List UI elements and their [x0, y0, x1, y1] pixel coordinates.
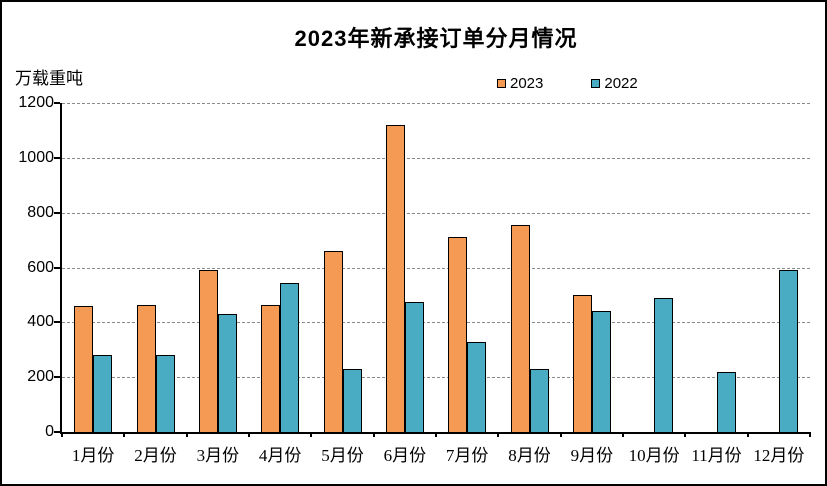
gridline-200: [62, 377, 810, 379]
x-axis-label-10月份: 10月份: [628, 446, 680, 465]
x-axis-label-11月份: 11月份: [691, 446, 742, 465]
y-axis-tick-1000: [54, 156, 60, 159]
x-axis-tick-0: [61, 432, 63, 437]
gridline-400: [62, 322, 810, 324]
gridline-600: [62, 267, 810, 269]
x-axis-tick-7: [497, 432, 500, 437]
y-axis-label-1200: 1200: [18, 94, 54, 111]
bar-2022-1月份: [93, 355, 113, 432]
x-axis-tick-10: [684, 432, 687, 437]
x-axis-tick-1: [123, 432, 126, 437]
x-axis-tick-12: [809, 432, 811, 437]
x-axis-tick-3: [248, 432, 250, 437]
y-axis-tick-600: [54, 266, 60, 269]
x-axis-label-7月份: 7月份: [445, 446, 489, 465]
legend-swatch-2022: [591, 79, 601, 88]
x-axis-label-12月份: 12月份: [753, 446, 805, 465]
bar-2023-4月份: [261, 305, 281, 432]
plot-area: [60, 103, 810, 434]
bar-2022-5月份: [342, 369, 362, 432]
legend: 2023 2022: [497, 75, 638, 92]
bar-2022-4月份: [280, 283, 300, 432]
y-axis-label-800: 800: [27, 203, 54, 221]
gridline-1200: [62, 103, 810, 104]
legend-item-2023: 2023: [497, 75, 543, 92]
legend-label-2023: 2023: [510, 75, 544, 92]
bar-2023-7月份: [448, 237, 468, 432]
bar-2022-7月份: [467, 342, 487, 432]
bar-2022-9月份: [591, 311, 611, 432]
x-axis-tick-4: [310, 432, 313, 437]
gridline-800: [62, 212, 810, 214]
bar-2022-3月份: [217, 314, 237, 432]
bar-2023-6月份: [385, 125, 405, 432]
y-axis-tick-400: [54, 321, 60, 324]
x-axis-tick-2: [185, 432, 188, 437]
x-axis-tick-9: [622, 432, 624, 437]
y-axis-tick-0: [54, 431, 60, 433]
bar-2023-8月份: [510, 225, 530, 432]
x-axis-label-2月份: 2月份: [134, 446, 177, 465]
legend-item-2022: 2022: [591, 75, 638, 92]
bar-2022-11月份: [716, 372, 736, 432]
bar-2023-9月份: [572, 295, 592, 432]
bar-2023-3月份: [198, 270, 218, 432]
legend-swatch-2023: [497, 79, 506, 88]
y-axis-label-400: 400: [27, 313, 54, 331]
y-axis-label-200: 200: [27, 368, 54, 386]
x-axis-tick-8: [559, 432, 562, 437]
x-axis-label-3月份: 3月份: [196, 446, 240, 465]
chart-title: 2023年新承接订单分月情况: [294, 26, 578, 51]
x-axis-tick-6: [435, 432, 437, 437]
y-axis-tick-800: [54, 211, 60, 214]
gridline-1000: [62, 157, 810, 159]
y-axis-label-0: 0: [45, 423, 54, 440]
y-axis-label-1000: 1000: [18, 148, 54, 166]
x-axis-label-5月份: 5月份: [321, 446, 364, 465]
y-axis-label-600: 600: [27, 258, 54, 276]
bar-2022-12月份: [778, 270, 798, 432]
legend-label-2022: 2022: [604, 75, 638, 92]
y-axis-tick-1200: [54, 102, 60, 104]
x-axis-tick-11: [746, 432, 749, 437]
bar-2023-5月份: [323, 251, 343, 432]
y-axis-unit-label: 万载重吨: [15, 69, 83, 88]
y-axis-tick-200: [54, 376, 60, 379]
x-axis-tick-5: [372, 432, 375, 437]
bar-2023-1月份: [74, 306, 94, 432]
bar-2022-10月份: [654, 298, 674, 432]
bar-2022-2月份: [155, 355, 175, 432]
bar-2023-2月份: [136, 305, 156, 432]
x-axis-label-6月份: 6月份: [383, 446, 427, 465]
bar-2022-6月份: [404, 302, 424, 432]
x-axis-label-9月份: 9月份: [570, 446, 614, 465]
x-axis-label-8月份: 8月份: [508, 446, 551, 465]
x-axis-label-1月份: 1月份: [71, 446, 115, 465]
x-axis-label-4月份: 4月份: [258, 446, 302, 465]
bar-2022-8月份: [529, 369, 549, 432]
